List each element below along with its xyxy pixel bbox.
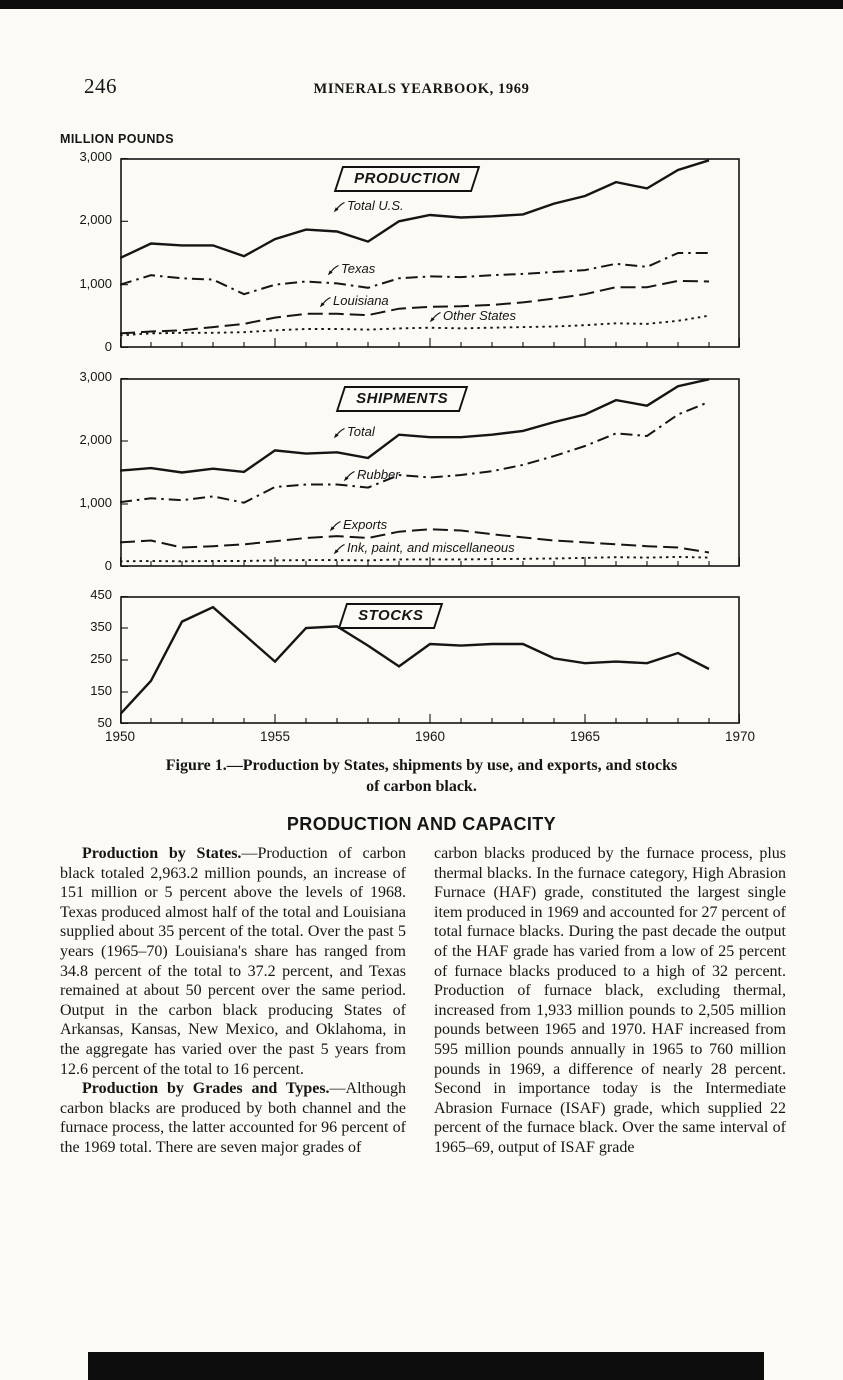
- series-label-texas: Texas: [326, 261, 375, 276]
- series-label-text: Total U.S.: [347, 198, 404, 213]
- paragraph-text: carbon blacks produced by the furnace pr…: [434, 845, 786, 1156]
- y-axis-tick-label: 250: [90, 651, 112, 666]
- figure-caption-line1: Figure 1.—Production by States, shipment…: [165, 757, 678, 774]
- x-axis-tick-label: 1960: [414, 729, 446, 744]
- series-label-text: Other States: [443, 308, 516, 323]
- x-axis-tick-label: 1955: [259, 729, 291, 744]
- y-axis-tick-label: 3,000: [79, 369, 112, 384]
- y-axis-tick-label: 3,000: [79, 149, 112, 164]
- leader-arrow-icon: [429, 311, 441, 323]
- y-axis-tick-label: 2,000: [79, 432, 112, 447]
- running-header: MINERALS YEARBOOK, 1969: [313, 81, 530, 97]
- series-label-text: Louisiana: [333, 293, 389, 308]
- axis-unit-label: MILLION POUNDS: [60, 132, 174, 146]
- y-axis-tick-label: 350: [90, 619, 112, 634]
- shipments-chart-title: SHIPMENTS: [335, 386, 469, 412]
- page-number: 246: [84, 74, 117, 98]
- leader-arrow-icon: [329, 520, 341, 532]
- series-label-total-us: Total U.S.: [332, 198, 404, 213]
- x-axis-tick-label: 1950: [104, 729, 136, 744]
- production-chart-title: PRODUCTION: [333, 166, 481, 192]
- series-label-text: Rubber: [357, 467, 400, 482]
- production-chart-title-label: PRODUCTION: [354, 170, 461, 187]
- series-label-text: Total: [347, 424, 375, 439]
- stocks-chart-canvas: [120, 596, 740, 724]
- leader-arrow-icon: [333, 427, 345, 439]
- paragraph-text: —Although carbon blacks are produced by …: [60, 1080, 406, 1156]
- production-chart: PRODUCTION Total U.S. Texas Louisiana Ot…: [79, 149, 740, 354]
- leader-arrow-icon: [333, 543, 345, 555]
- y-axis-tick-label: 0: [104, 558, 112, 573]
- leader-arrow-icon: [327, 264, 339, 276]
- leader-arrow-icon: [319, 296, 331, 308]
- series-label-other-states: Other States: [428, 308, 516, 323]
- shipments-chart: SHIPMENTS Total Rubber Exports Ink, pain…: [79, 369, 740, 573]
- y-axis-tick-label: 1,000: [79, 495, 112, 510]
- series-label-exports: Exports: [328, 517, 387, 532]
- x-axis-tick-label: 1970: [724, 729, 756, 744]
- y-axis-tick-label: 50: [97, 715, 112, 730]
- series-label-ink-paint-misc: Ink, paint, and miscellaneous: [332, 540, 515, 555]
- bottom-scan-bar: [88, 1352, 764, 1380]
- series-label-total: Total: [332, 424, 375, 439]
- production-chart-canvas: [120, 158, 740, 348]
- paragraph-text: —Production of carbon black totaled 2,96…: [60, 845, 407, 1078]
- paragraph-lead: Production by Grades and Types.: [82, 1080, 330, 1098]
- paragraph-production-by-grades: Production by Grades and Types.—Although…: [60, 1079, 406, 1157]
- y-axis-tick-label: 0: [104, 339, 112, 354]
- y-axis-tick-label: 2,000: [79, 212, 112, 228]
- y-axis-tick-label: 1,000: [79, 275, 112, 291]
- shipments-chart-title-label: SHIPMENTS: [356, 390, 449, 407]
- y-axis-tick-label: 150: [90, 683, 112, 698]
- series-label-text: Ink, paint, and miscellaneous: [347, 540, 515, 555]
- x-axis-tick-label: 1965: [569, 729, 601, 744]
- stocks-chart-title: STOCKS: [337, 603, 444, 629]
- right-column: carbon blacks produced by the furnace pr…: [434, 844, 786, 1158]
- section-heading: PRODUCTION AND CAPACITY: [286, 814, 557, 834]
- y-axis-tick-label: 450: [90, 587, 112, 602]
- leader-arrow-icon: [343, 470, 355, 482]
- leader-arrow-icon: [333, 201, 345, 213]
- left-column: Production by States.—Production of carb…: [60, 844, 406, 1158]
- shipments-chart-canvas: [120, 378, 740, 567]
- paragraph-production-by-states: Production by States.—Production of carb…: [60, 844, 406, 1079]
- series-label-louisiana: Louisiana: [318, 293, 389, 308]
- stocks-chart: STOCKS 50 150 250 350 450 1950 1955 1960 1965 197…: [90, 587, 755, 744]
- figure-caption-line2: of carbon black.: [366, 778, 477, 795]
- series-label-text: Exports: [343, 517, 388, 532]
- top-scan-bar: [0, 0, 843, 9]
- series-label-text: Texas: [341, 261, 376, 276]
- paragraph-lead: Production by States.: [82, 845, 242, 862]
- stocks-chart-title-label: STOCKS: [358, 607, 424, 624]
- paragraph-continuation: carbon blacks produced by the furnace pr…: [434, 844, 786, 1158]
- series-label-rubber: Rubber: [342, 467, 400, 482]
